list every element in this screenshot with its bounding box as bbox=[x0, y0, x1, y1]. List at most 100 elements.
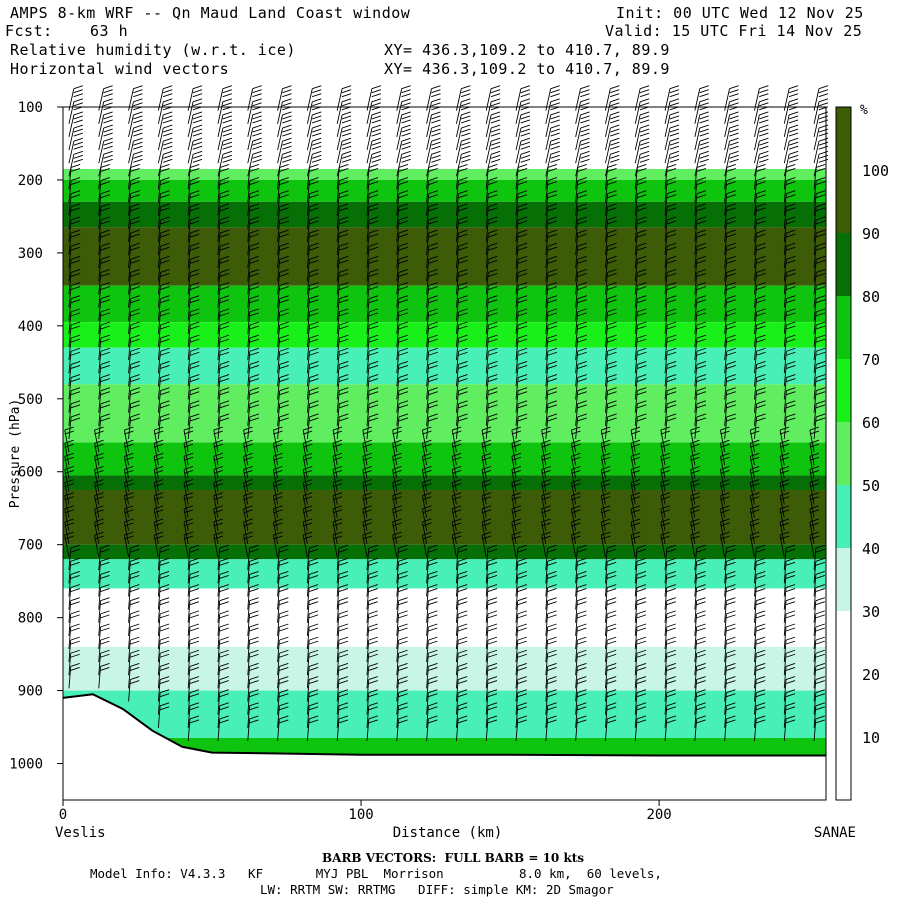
wind-barb bbox=[128, 255, 140, 282]
rh-band-15 bbox=[63, 646, 826, 691]
wind-barb bbox=[68, 229, 81, 256]
model-info: Model Info: V4.3.3 KF MYJ PBL Morrison 8… bbox=[90, 866, 662, 881]
wind-barb bbox=[396, 164, 409, 190]
wind-barb bbox=[749, 505, 760, 531]
wind-barb bbox=[783, 164, 796, 190]
wind-barb bbox=[664, 715, 676, 741]
wind-barb bbox=[426, 98, 441, 124]
wind-barb bbox=[779, 492, 790, 518]
wind-barb bbox=[813, 124, 829, 151]
wind-barb bbox=[128, 597, 140, 623]
wind-barb bbox=[455, 623, 468, 650]
wind-barb bbox=[779, 479, 790, 505]
wind-barb bbox=[277, 649, 289, 676]
wind-barb bbox=[247, 255, 260, 282]
xy-range-1: XY= 436.3,109.2 to 410.7, 89.9 bbox=[384, 41, 670, 59]
wind-barb bbox=[813, 662, 825, 689]
wind-barb bbox=[783, 584, 796, 610]
wind-barb bbox=[605, 111, 620, 138]
wind-barb bbox=[604, 360, 617, 387]
wind-barb bbox=[783, 610, 796, 636]
wind-barb bbox=[94, 492, 104, 518]
wind-barb bbox=[575, 98, 590, 124]
wind-barb bbox=[545, 85, 560, 111]
wind-barb bbox=[247, 203, 260, 229]
wind-barb bbox=[694, 269, 707, 295]
wind-barb bbox=[455, 676, 468, 702]
wind-barb bbox=[217, 610, 229, 636]
wind-barb bbox=[247, 295, 260, 321]
wind-barb bbox=[600, 479, 611, 505]
wind-barb bbox=[217, 164, 230, 190]
wind-barb bbox=[336, 242, 349, 269]
wind-barb bbox=[396, 203, 409, 229]
wind-barb bbox=[545, 177, 558, 203]
wind-barb bbox=[272, 426, 283, 453]
colorbar-bin bbox=[836, 548, 851, 611]
wind-barb bbox=[813, 229, 826, 256]
colorbar-bin bbox=[836, 737, 851, 800]
wind-barb bbox=[157, 321, 170, 348]
wind-barb bbox=[306, 557, 319, 584]
wind-barb bbox=[98, 360, 111, 387]
wind-barb bbox=[634, 597, 647, 623]
wind-barb bbox=[455, 308, 468, 334]
wind-barb bbox=[272, 505, 283, 531]
wind-barb bbox=[128, 557, 140, 584]
wind-barb bbox=[68, 242, 81, 269]
y-axis-title: Pressure (hPa) bbox=[8, 399, 23, 509]
wind-barb bbox=[366, 111, 382, 138]
wind-barb bbox=[783, 282, 796, 308]
rh-band-11 bbox=[63, 489, 826, 545]
wind-barb bbox=[511, 466, 521, 492]
wind-barb bbox=[247, 387, 260, 413]
wind-barb bbox=[68, 255, 81, 282]
wind-barb bbox=[809, 439, 820, 466]
wind-barb bbox=[332, 452, 343, 479]
wind-barb bbox=[336, 715, 349, 741]
wind-barb bbox=[570, 518, 581, 545]
wind-barb bbox=[720, 479, 730, 505]
wind-barb bbox=[485, 387, 498, 413]
wind-barb bbox=[813, 321, 826, 348]
wind-barb bbox=[813, 150, 829, 177]
wind-barb bbox=[754, 689, 766, 715]
wind-barb bbox=[660, 426, 670, 453]
wind-barb bbox=[813, 137, 829, 164]
wind-barb bbox=[366, 597, 378, 623]
wind-barb bbox=[485, 124, 501, 151]
wind-barb bbox=[604, 662, 617, 689]
wind-barb bbox=[396, 229, 409, 256]
wind-barb bbox=[634, 255, 647, 282]
wind-barb bbox=[306, 321, 319, 348]
wind-barb bbox=[187, 295, 200, 321]
wind-barb bbox=[217, 269, 230, 295]
wind-barb bbox=[272, 466, 283, 492]
end-location-label: SANAE bbox=[814, 825, 856, 841]
wind-barb bbox=[157, 190, 170, 216]
forecast-label: Fcst: bbox=[5, 22, 53, 40]
wind-barb bbox=[64, 466, 74, 492]
wind-barb bbox=[545, 610, 557, 636]
wind-barb bbox=[813, 584, 825, 610]
wind-barb bbox=[243, 479, 253, 505]
wind-barb bbox=[426, 321, 438, 348]
wind-barb bbox=[396, 689, 408, 715]
wind-barb bbox=[366, 557, 378, 584]
wind-barb bbox=[366, 702, 378, 728]
wind-barb bbox=[157, 282, 170, 308]
wind-barb bbox=[366, 255, 379, 282]
wind-barb bbox=[396, 676, 408, 702]
wind-barb bbox=[481, 531, 492, 558]
wind-barb bbox=[455, 374, 468, 400]
wind-barb bbox=[217, 98, 233, 124]
wind-barb bbox=[217, 190, 230, 216]
wind-barb bbox=[664, 584, 676, 610]
wind-barb bbox=[481, 518, 492, 545]
wind-barb bbox=[277, 282, 289, 308]
wind-barb bbox=[128, 269, 140, 295]
wind-barb bbox=[455, 347, 468, 374]
wind-barb bbox=[664, 387, 677, 413]
wind-barb bbox=[485, 137, 501, 164]
wind-barb bbox=[98, 111, 113, 138]
